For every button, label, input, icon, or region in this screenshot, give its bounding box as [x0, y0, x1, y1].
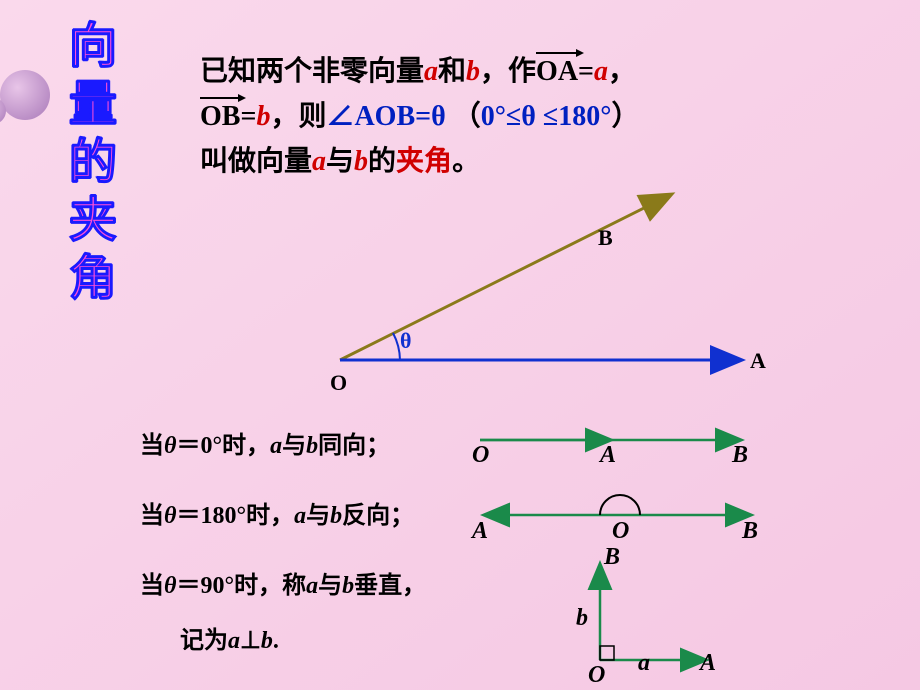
txt: 的 [368, 146, 396, 177]
eq: = [240, 101, 256, 132]
th: θ [164, 503, 176, 529]
angle-diagram: O A B θ [320, 180, 770, 380]
b: b [342, 573, 354, 599]
txt: 和 [438, 56, 466, 87]
lbl-O: O [612, 518, 629, 545]
a: a [270, 433, 282, 459]
v: 0° [200, 433, 222, 459]
txt: （ [453, 101, 481, 132]
th: θ [164, 573, 176, 599]
a: a [228, 628, 240, 654]
lbl-O: O [472, 442, 489, 469]
lbl-b: b [576, 605, 588, 632]
b: b [306, 433, 318, 459]
t: 记为 [180, 628, 228, 654]
jiajiao: 夹角 [396, 146, 452, 177]
txt: ， [608, 56, 636, 87]
lbl-B: B [604, 544, 620, 571]
txt: 已知两个非零向量 [200, 56, 424, 87]
case-90deg: 当θ＝90°时，称a与b垂直， [140, 565, 426, 600]
lbl-B: B [732, 442, 748, 469]
right-angle-mark [600, 646, 614, 660]
t: 与 [306, 503, 330, 529]
t: 同向； [318, 433, 390, 459]
angle: ∠AOB=θ [326, 101, 445, 132]
txt: ，则 [270, 101, 326, 132]
line-OB [340, 195, 670, 360]
mini1-svg [470, 420, 770, 460]
lbl-O: O [588, 662, 605, 689]
vertical-title: 向量的夹角 [52, 20, 122, 310]
t: 当 [140, 503, 164, 529]
vec-a: a [424, 56, 438, 87]
mini-diagram-perpendicular: O A B a b [570, 550, 730, 680]
lbl-A: A [600, 442, 616, 469]
vec-OA: OA [536, 50, 578, 95]
txt: 与 [326, 146, 354, 177]
label-B: B [598, 225, 613, 251]
label-theta: θ [400, 328, 411, 354]
semicircle-arc [600, 495, 640, 515]
angle-arc [393, 333, 400, 360]
b: b [261, 628, 273, 654]
a: a [306, 573, 318, 599]
t: 与 [318, 573, 342, 599]
mini-diagram-same-dir: O A B [470, 420, 770, 460]
v: 180° [200, 503, 246, 529]
case-90deg-notation: 记为a⊥b. [180, 620, 279, 655]
t: 反向； [342, 503, 414, 529]
case-180deg: 当θ＝180°时，a与b反向； [140, 495, 414, 530]
a: a [294, 503, 306, 529]
vec-a: a [594, 56, 608, 87]
vec-b: b [466, 56, 480, 87]
txt: ） [611, 101, 639, 132]
case-0deg: 当θ＝0°时，a与b同向； [140, 425, 390, 460]
b: b [330, 503, 342, 529]
perp: ⊥ [240, 628, 261, 654]
t: 与 [282, 433, 306, 459]
eq: ＝ [176, 503, 200, 529]
v: 90° [200, 573, 234, 599]
intro-paragraph: 已知两个非零向量a和b，作OA=a， OB=b，则∠AOB=θ （0°≤θ ≤1… [200, 50, 880, 184]
t: 时， [246, 503, 294, 529]
eq: = [578, 56, 594, 87]
txt: 。 [452, 146, 480, 177]
range: 0°≤θ ≤180° [481, 101, 612, 132]
bullet-large [0, 70, 50, 120]
txt: 叫做向量 [200, 146, 312, 177]
vec-b: b [256, 101, 270, 132]
t: . [273, 628, 279, 654]
txt: ，作 [480, 56, 536, 87]
vec-b: b [354, 146, 368, 177]
lbl-B: B [742, 518, 758, 545]
t: 时，称 [234, 573, 306, 599]
label-A: A [750, 348, 766, 374]
vec-a: a [312, 146, 326, 177]
eq: ＝ [176, 433, 200, 459]
lbl-a: a [638, 650, 650, 677]
t: 当 [140, 573, 164, 599]
vec-OB: OB [200, 95, 240, 140]
lbl-A: A [700, 650, 716, 677]
th: θ [164, 433, 176, 459]
eq: ＝ [176, 573, 200, 599]
lbl-A: A [472, 518, 488, 545]
t: 垂直， [354, 573, 426, 599]
mini-diagram-opposite-dir: A O B [470, 490, 770, 530]
t: 时， [222, 433, 270, 459]
label-O: O [330, 370, 347, 396]
angle-svg [320, 180, 770, 390]
t: 当 [140, 433, 164, 459]
